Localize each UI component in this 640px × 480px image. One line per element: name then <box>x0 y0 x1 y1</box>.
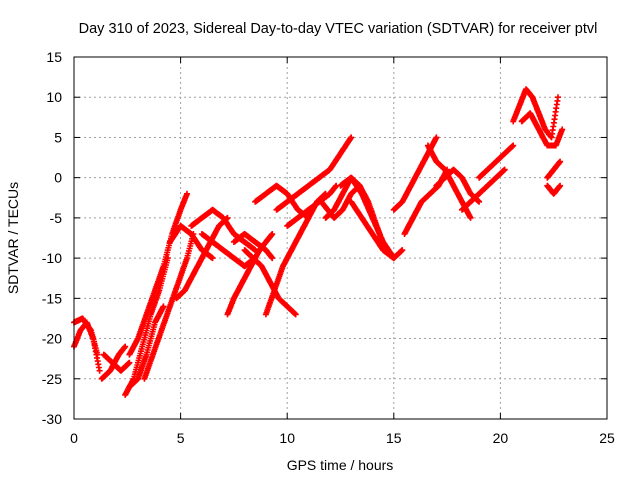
grid-lines <box>74 57 607 419</box>
y-tick-label: -10 <box>42 250 62 266</box>
y-tick-label: -30 <box>42 411 62 427</box>
series-t8 <box>141 231 197 382</box>
series-t14 <box>230 231 276 262</box>
series-t7 <box>126 190 190 358</box>
y-tick-labels: -30 -25 -20 -15 -10 -5 0 5 10 15 <box>42 49 62 427</box>
y-tick-label: -20 <box>42 331 62 347</box>
data-marker-path <box>518 110 566 149</box>
data-marker-path <box>476 142 517 181</box>
y-tick-label: 5 <box>54 129 62 145</box>
y-tick-label: -15 <box>42 290 62 306</box>
data-marker-path <box>348 198 406 262</box>
x-axis-label: GPS time / hours <box>287 457 394 473</box>
y-tick-label: 15 <box>46 49 62 65</box>
series-t4 <box>100 351 133 374</box>
x-tick-label: 5 <box>177 430 185 446</box>
y-tick-label: -25 <box>42 371 62 387</box>
axis-ticks <box>73 56 608 420</box>
data-marker-path <box>126 303 167 390</box>
chart-title: Day 310 of 2023, Sidereal Day-to-day VTE… <box>79 21 598 37</box>
x-tick-label: 25 <box>599 430 615 446</box>
series-t30 <box>510 86 561 141</box>
series-t32 <box>544 158 564 181</box>
series-t24 <box>390 134 440 213</box>
x-tick-label: 15 <box>386 430 402 446</box>
data-marker-path <box>100 351 133 374</box>
y-tick-label: 0 <box>54 170 62 186</box>
series-t29 <box>476 142 517 181</box>
data-marker-path <box>390 134 440 213</box>
data-marker-path <box>126 190 190 358</box>
data-marker-path <box>544 182 564 197</box>
series-t23 <box>348 198 406 262</box>
data-points <box>71 86 566 398</box>
series-t12 <box>198 231 259 270</box>
plot-frame <box>73 56 608 420</box>
data-marker-path <box>510 86 561 141</box>
data-marker-path <box>544 158 564 181</box>
y-axis-label: SDTVAR / TECUs <box>5 182 21 294</box>
data-marker-path <box>198 231 259 270</box>
series-t18 <box>273 134 355 213</box>
x-tick-labels: 0 5 10 15 20 25 <box>70 430 615 446</box>
data-marker-path <box>230 231 276 262</box>
series-t19 <box>284 182 340 229</box>
series-t28 <box>459 166 508 213</box>
x-tick-label: 20 <box>493 430 509 446</box>
y-tick-label: -5 <box>50 210 63 226</box>
data-marker-path <box>284 182 340 229</box>
series-t22 <box>337 174 397 262</box>
data-marker-path <box>273 134 355 213</box>
series-t6 <box>126 303 167 390</box>
data-marker-path <box>337 174 397 262</box>
x-tick-label: 10 <box>279 430 295 446</box>
series-t33 <box>544 182 564 197</box>
series-t31 <box>518 110 566 149</box>
x-tick-label: 0 <box>70 430 78 446</box>
data-marker-path <box>141 231 197 382</box>
y-tick-label: 10 <box>46 89 62 105</box>
data-marker-path <box>459 166 508 213</box>
